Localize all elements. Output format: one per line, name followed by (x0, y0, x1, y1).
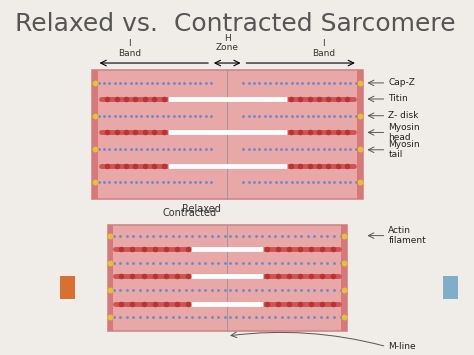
Text: Contracted: Contracted (162, 208, 217, 218)
Text: I
Band: I Band (118, 39, 141, 58)
Bar (341, 225, 346, 331)
Text: Myosin
head: Myosin head (388, 123, 420, 142)
Text: Myosin
tail: Myosin tail (388, 140, 420, 159)
Bar (356, 70, 363, 199)
Bar (108, 225, 346, 331)
Bar (92, 70, 363, 199)
Bar (60, 276, 75, 299)
Text: Relaxed: Relaxed (182, 204, 221, 214)
Text: H
Zone: H Zone (216, 34, 239, 53)
Text: Cap-Z: Cap-Z (388, 78, 415, 87)
Text: M-line: M-line (388, 342, 416, 351)
Text: Relaxed vs.  Contracted Sarcomere: Relaxed vs. Contracted Sarcomere (15, 12, 456, 36)
Text: Z- disk: Z- disk (388, 111, 419, 120)
Bar (108, 225, 113, 331)
Text: Titin: Titin (388, 94, 408, 104)
Text: I
Band: I Band (312, 39, 335, 58)
Bar (443, 276, 458, 299)
Bar (92, 70, 98, 199)
Text: Actin
filament: Actin filament (388, 226, 426, 245)
